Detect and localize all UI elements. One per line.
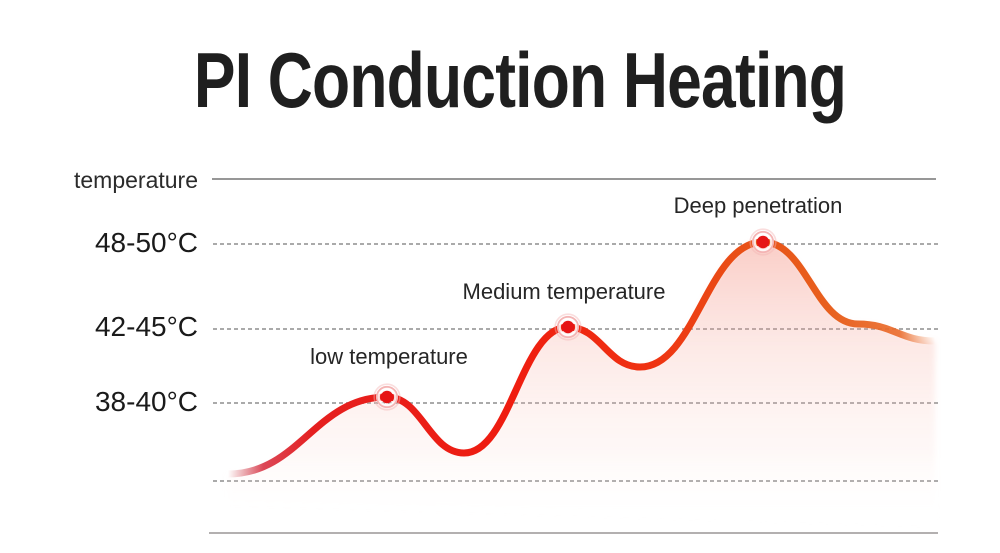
y-tick-42-45: 42-45°C (94, 311, 198, 342)
peak-dot (554, 313, 582, 341)
peak-label: Deep penetration (673, 193, 843, 218)
y-axis-label: temperature (73, 167, 198, 193)
peak-dot (373, 383, 401, 411)
peak-dot (558, 317, 578, 337)
page-title: PI Conduction Heating (193, 36, 847, 124)
y-tick-38-40: 38-40°C (94, 386, 198, 417)
gridline-48-50 (213, 243, 940, 245)
curve-area-fill (228, 242, 935, 524)
peak-dot (751, 230, 775, 254)
peak-dot (753, 232, 773, 252)
peak-dot (380, 390, 394, 404)
peak-dots (373, 228, 777, 411)
peak-label: Medium temperature (462, 279, 666, 304)
peak-dot (756, 235, 770, 249)
axis-line-top (212, 178, 936, 180)
y-tick-48-50: 48-50°C (94, 227, 198, 258)
peak-label: low temperature (310, 344, 468, 369)
peak-dot (561, 320, 575, 334)
peak-dot (377, 387, 397, 407)
peak-dot (749, 228, 777, 256)
axis-line-bottom (209, 532, 938, 534)
peak-dot (375, 385, 399, 409)
peak-dot (556, 315, 580, 339)
